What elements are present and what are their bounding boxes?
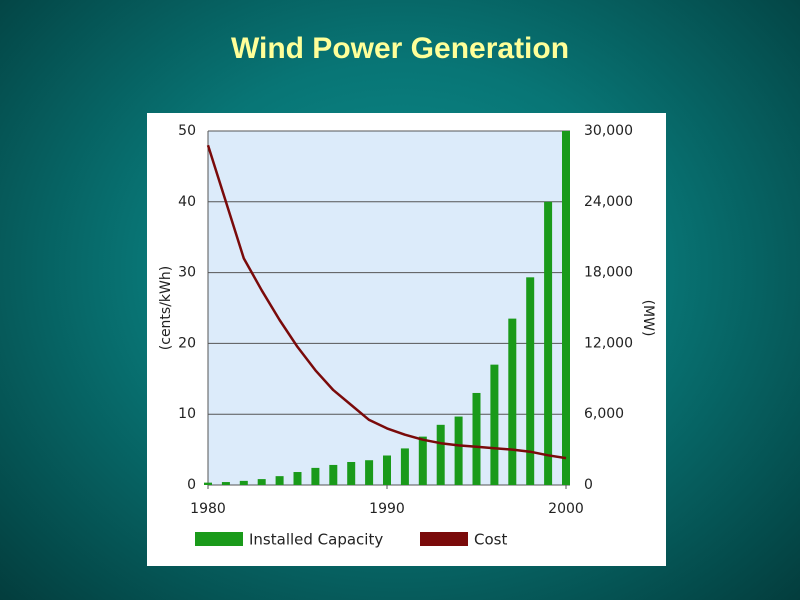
y2-tick-label: 30,000 <box>584 123 633 139</box>
bar <box>400 448 409 485</box>
x-tick-label: 1980 <box>190 501 226 517</box>
bar <box>204 482 212 485</box>
bar <box>472 392 481 485</box>
y-tick-label: 0 <box>187 477 196 493</box>
legend-swatch <box>195 532 243 546</box>
bar <box>454 416 463 485</box>
x-tick-label: 2000 <box>548 501 584 517</box>
bar <box>508 318 517 485</box>
y-tick-label: 20 <box>178 335 196 351</box>
bar <box>329 464 338 485</box>
legend-swatch <box>420 532 468 546</box>
plot-area <box>208 131 566 485</box>
y-tick-label: 50 <box>178 123 196 139</box>
bar <box>221 482 230 485</box>
bar <box>239 480 248 485</box>
bar <box>526 277 535 485</box>
bar <box>383 455 391 485</box>
y-tick-label: 40 <box>178 194 196 210</box>
bar <box>436 424 445 485</box>
legend-label: Cost <box>474 531 507 549</box>
bar <box>562 131 570 485</box>
y-axis-title: (cents/kWh) <box>158 266 174 350</box>
bar <box>311 467 320 485</box>
bar <box>257 479 266 485</box>
bar <box>293 472 302 485</box>
bar <box>275 476 284 485</box>
chart-title: Wind Power Generation <box>231 32 569 65</box>
y-tick-label: 10 <box>178 406 196 422</box>
bar <box>365 460 374 485</box>
bar <box>347 461 356 485</box>
bar <box>490 364 499 485</box>
y2-tick-label: 6,000 <box>584 406 624 422</box>
y2-tick-label: 18,000 <box>584 265 633 281</box>
bar <box>544 201 553 486</box>
y-tick-label: 30 <box>178 265 196 281</box>
y2-axis-title: (MW) <box>640 300 656 337</box>
bar <box>418 436 427 485</box>
y2-tick-label: 0 <box>584 477 593 493</box>
legend-label: Installed Capacity <box>249 531 383 549</box>
x-tick-label: 1990 <box>369 501 405 517</box>
y2-tick-label: 12,000 <box>584 335 633 351</box>
y2-tick-label: 24,000 <box>584 194 633 210</box>
line <box>206 144 567 460</box>
